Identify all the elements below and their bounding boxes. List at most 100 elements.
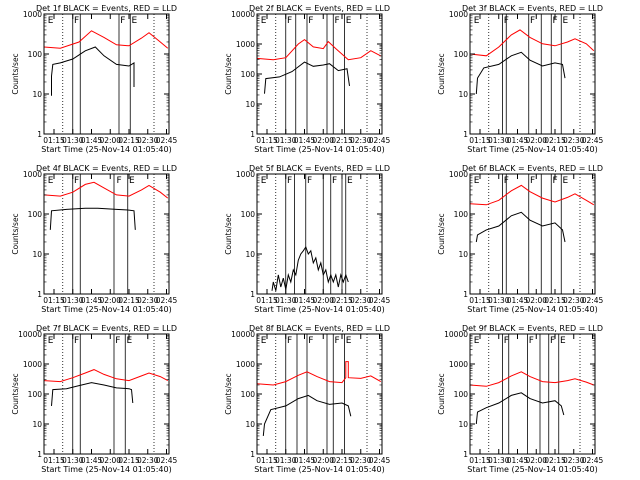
x-tick-label: 02:00 — [525, 456, 547, 465]
event-marker-label: F — [529, 336, 534, 346]
plot-frame — [469, 173, 596, 295]
x-tick-label: 01:30 — [62, 456, 84, 465]
y-tick-label: 1 — [250, 290, 255, 299]
event-marker-label: F — [308, 16, 313, 26]
y-tick-label: 10 — [458, 420, 468, 429]
y-tick-label: 1000 — [449, 10, 468, 19]
y-axis-label: Counts/sec — [224, 213, 233, 254]
event-marker-label: E — [560, 336, 566, 346]
x-tick-label: 02:00 — [99, 456, 121, 465]
y-tick-label: 10000 — [231, 10, 255, 19]
event-marker-label: F — [287, 176, 292, 186]
x-tick-label: 01:45 — [81, 296, 103, 305]
event-marker-label: F — [550, 336, 555, 346]
events-series-line — [51, 382, 134, 406]
y-tick-label: 10000 — [18, 330, 42, 339]
event-marker-label: E — [474, 176, 480, 186]
panel-title: Det 6f BLACK = Events, RED = LLD — [462, 164, 603, 173]
y-tick-label: 1 — [463, 130, 468, 139]
x-tick-label: 02:30 — [563, 296, 585, 305]
y-tick-label: 10 — [458, 90, 468, 99]
plot-frame — [43, 13, 170, 135]
x-tick-label: 01:45 — [507, 136, 529, 145]
event-marker-label: F — [335, 16, 340, 26]
y-tick-label: 1 — [463, 450, 468, 459]
event-marker-label: E — [261, 16, 267, 26]
y-tick-label: 100 — [241, 210, 256, 219]
event-marker-label: F — [308, 336, 313, 346]
x-axis-label: Start Time (25-Nov-14 01:05:40) — [254, 145, 384, 154]
y-axis-label: Counts/sec — [224, 53, 233, 94]
x-tick-label: 02:15 — [118, 456, 140, 465]
x-tick-label: 02:45 — [582, 136, 604, 145]
x-tick-label: 01:15 — [256, 296, 278, 305]
events-series-line — [262, 394, 352, 436]
x-tick-label: 01:45 — [81, 456, 103, 465]
y-tick-label: 10 — [458, 250, 468, 259]
x-tick-label: 02:15 — [544, 296, 566, 305]
y-tick-label: 1 — [37, 130, 42, 139]
event-marker-label: F — [504, 16, 509, 26]
panel-title: Det 4f BLACK = Events, RED = LLD — [36, 164, 177, 173]
panel-title: Det 3f BLACK = Events, RED = LLD — [462, 4, 603, 13]
y-tick-label: 100 — [454, 390, 469, 399]
lld-series-line — [469, 29, 595, 57]
x-tick-label: 02:30 — [563, 136, 585, 145]
x-tick-label: 01:30 — [275, 136, 297, 145]
x-axis-label: Start Time (25-Nov-14 01:05:40) — [41, 465, 171, 474]
event-marker-label: E — [347, 176, 353, 186]
event-marker-label: E — [474, 16, 480, 26]
event-marker-label: F — [287, 336, 292, 346]
x-tick-label: 01:30 — [488, 456, 510, 465]
x-tick-label: 01:45 — [507, 456, 529, 465]
y-tick-label: 1 — [37, 450, 42, 459]
x-tick-label: 02:45 — [369, 136, 391, 145]
y-tick-label: 100 — [241, 390, 256, 399]
y-tick-label: 1000 — [236, 40, 255, 49]
y-tick-label: 1000 — [23, 360, 42, 369]
x-tick-label: 02:00 — [525, 296, 547, 305]
y-tick-label: 1000 — [236, 360, 255, 369]
y-tick-label: 1 — [37, 290, 42, 299]
y-axis-label: Counts/sec — [437, 373, 446, 414]
lld-series-line — [256, 38, 382, 61]
event-marker-label: E — [563, 16, 569, 26]
event-marker-label: F — [307, 176, 312, 186]
events-series-line — [51, 46, 135, 96]
x-tick-label: 01:30 — [275, 456, 297, 465]
event-marker-label: F — [287, 16, 292, 26]
plot-frame — [43, 173, 170, 295]
x-tick-label: 02:45 — [156, 456, 178, 465]
event-marker-label: F — [335, 336, 340, 346]
y-tick-label: 100 — [28, 210, 43, 219]
x-tick-label: 02:15 — [118, 136, 140, 145]
event-marker-label: E — [48, 176, 54, 186]
event-marker-label: E — [261, 336, 267, 346]
lld-series-line — [43, 369, 169, 383]
event-marker-label: F — [530, 176, 535, 186]
x-axis-label: Start Time (25-Nov-14 01:05:40) — [41, 305, 171, 314]
event-marker-label: E — [346, 336, 352, 346]
x-axis-label: Start Time (25-Nov-14 01:05:40) — [467, 145, 597, 154]
x-tick-label: 02:45 — [369, 456, 391, 465]
event-marker-label: F — [74, 176, 79, 186]
events-series-line — [475, 51, 566, 95]
x-tick-label: 01:30 — [488, 296, 510, 305]
x-tick-label: 02:30 — [137, 296, 159, 305]
x-tick-label: 01:15 — [256, 456, 278, 465]
x-tick-label: 01:15 — [43, 296, 65, 305]
x-tick-label: 02:45 — [369, 296, 391, 305]
x-tick-label: 02:00 — [525, 136, 547, 145]
y-tick-label: 1000 — [23, 170, 42, 179]
event-marker-label: E — [474, 336, 480, 346]
event-marker-label: F — [553, 16, 558, 26]
x-tick-label: 01:30 — [275, 296, 297, 305]
x-tick-label: 02:00 — [312, 456, 334, 465]
event-marker-label: F — [332, 176, 337, 186]
x-tick-label: 02:30 — [563, 456, 585, 465]
